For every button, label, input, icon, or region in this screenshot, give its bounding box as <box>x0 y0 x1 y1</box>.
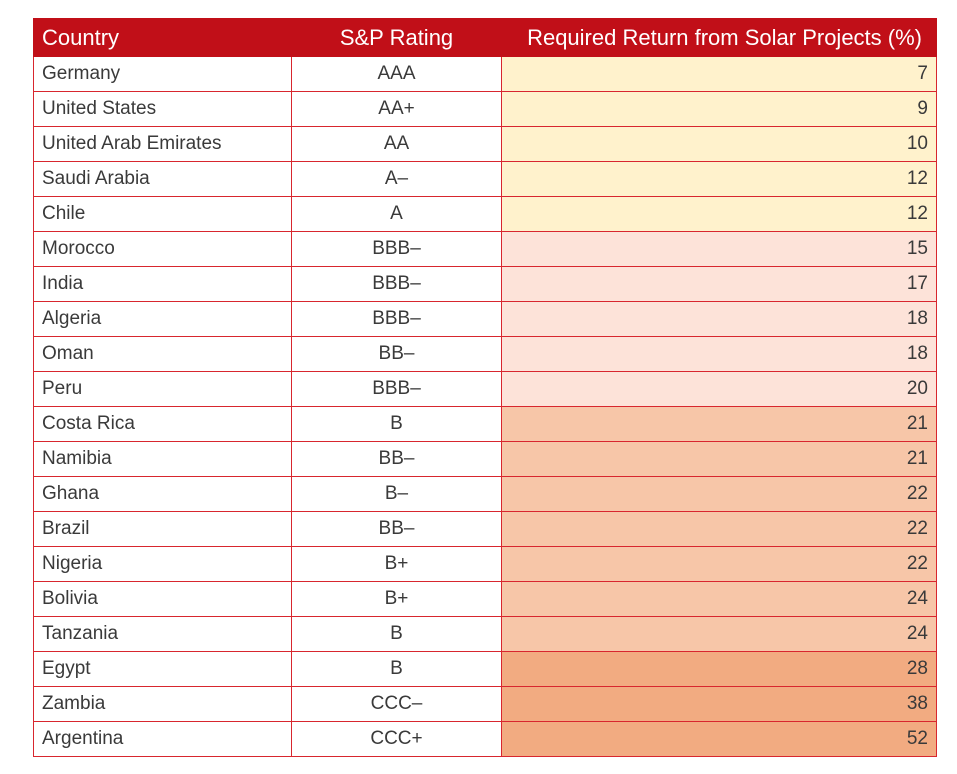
return-cell: 18 <box>501 301 937 337</box>
return-cell: 12 <box>501 196 937 232</box>
table-row: Algeria BBB– 18 <box>33 301 937 337</box>
country-cell: Brazil <box>33 511 292 547</box>
column-header: Required Return from Solar Projects (%) <box>501 18 937 57</box>
rating-cell: A– <box>291 161 502 197</box>
return-cell: 21 <box>501 406 937 442</box>
return-cell: 24 <box>501 581 937 617</box>
table-row: Oman BB– 18 <box>33 336 937 372</box>
return-cell: 12 <box>501 161 937 197</box>
country-cell: India <box>33 266 292 302</box>
country-cell: Chile <box>33 196 292 232</box>
return-cell: 22 <box>501 476 937 512</box>
country-cell: Namibia <box>33 441 292 477</box>
rating-cell: BBB– <box>291 231 502 267</box>
country-cell: Algeria <box>33 301 292 337</box>
rating-cell: B+ <box>291 546 502 582</box>
table-row: United States AA+ 9 <box>33 91 937 127</box>
country-cell: Tanzania <box>33 616 292 652</box>
country-cell: Germany <box>33 56 292 92</box>
country-cell: Zambia <box>33 686 292 722</box>
table-row: Ghana B– 22 <box>33 476 937 512</box>
table-row: Chile A 12 <box>33 196 937 232</box>
rating-cell: AA+ <box>291 91 502 127</box>
rating-cell: BB– <box>291 336 502 372</box>
country-cell: Morocco <box>33 231 292 267</box>
return-cell: 10 <box>501 126 937 162</box>
table-row: Tanzania B 24 <box>33 616 937 652</box>
country-cell: Saudi Arabia <box>33 161 292 197</box>
table-row: Morocco BBB– 15 <box>33 231 937 267</box>
return-cell: 22 <box>501 511 937 547</box>
rating-cell: AA <box>291 126 502 162</box>
country-cell: United Arab Emirates <box>33 126 292 162</box>
return-cell: 18 <box>501 336 937 372</box>
rating-cell: A <box>291 196 502 232</box>
return-cell: 7 <box>501 56 937 92</box>
header-row: Country S&P Rating Required Return from So… <box>33 18 937 57</box>
rating-cell: CCC+ <box>291 721 502 757</box>
table-row: Brazil BB– 22 <box>33 511 937 547</box>
table-row: Bolivia B+ 24 <box>33 581 937 617</box>
rating-cell: BB– <box>291 441 502 477</box>
rating-cell: B <box>291 406 502 442</box>
table-row: Peru BBB– 20 <box>33 371 937 407</box>
return-cell: 9 <box>501 91 937 127</box>
return-cell: 52 <box>501 721 937 757</box>
return-cell: 20 <box>501 371 937 407</box>
ratings-table: Country S&P Rating Required Return from So… <box>33 18 937 757</box>
country-cell: Egypt <box>33 651 292 687</box>
table-row: Saudi Arabia A– 12 <box>33 161 937 197</box>
table-row: Costa Rica B 21 <box>33 406 937 442</box>
table-row: Zambia CCC– 38 <box>33 686 937 722</box>
return-cell: 24 <box>501 616 937 652</box>
table-row: Namibia BB– 21 <box>33 441 937 477</box>
country-cell: Peru <box>33 371 292 407</box>
rating-cell: B+ <box>291 581 502 617</box>
country-cell: Costa Rica <box>33 406 292 442</box>
table-header: Country S&P Rating Required Return from So… <box>33 18 937 57</box>
return-cell: 38 <box>501 686 937 722</box>
table-row: United Arab Emirates AA 10 <box>33 126 937 162</box>
country-cell: Nigeria <box>33 546 292 582</box>
rating-cell: B– <box>291 476 502 512</box>
return-cell: 21 <box>501 441 937 477</box>
country-cell: United States <box>33 91 292 127</box>
rating-cell: B <box>291 616 502 652</box>
country-cell: Ghana <box>33 476 292 512</box>
table-row: India BBB– 17 <box>33 266 937 302</box>
rating-cell: AAA <box>291 56 502 92</box>
return-cell: 17 <box>501 266 937 302</box>
rating-cell: B <box>291 651 502 687</box>
rating-cell: CCC– <box>291 686 502 722</box>
rating-cell: BBB– <box>291 266 502 302</box>
rating-cell: BBB– <box>291 301 502 337</box>
rating-cell: BBB– <box>291 371 502 407</box>
table-row: Egypt B 28 <box>33 651 937 687</box>
country-cell: Argentina <box>33 721 292 757</box>
return-cell: 22 <box>501 546 937 582</box>
table-row: Nigeria B+ 22 <box>33 546 937 582</box>
column-header: Country <box>33 18 292 57</box>
table-row: Germany AAA 7 <box>33 56 937 92</box>
column-header: S&P Rating <box>291 18 502 57</box>
country-cell: Bolivia <box>33 581 292 617</box>
return-cell: 15 <box>501 231 937 267</box>
return-cell: 28 <box>501 651 937 687</box>
country-cell: Oman <box>33 336 292 372</box>
table-body: Germany AAA 7 United States AA+ 9 United Arab … <box>33 56 937 757</box>
table-row: Argentina CCC+ 52 <box>33 721 937 757</box>
rating-cell: BB– <box>291 511 502 547</box>
